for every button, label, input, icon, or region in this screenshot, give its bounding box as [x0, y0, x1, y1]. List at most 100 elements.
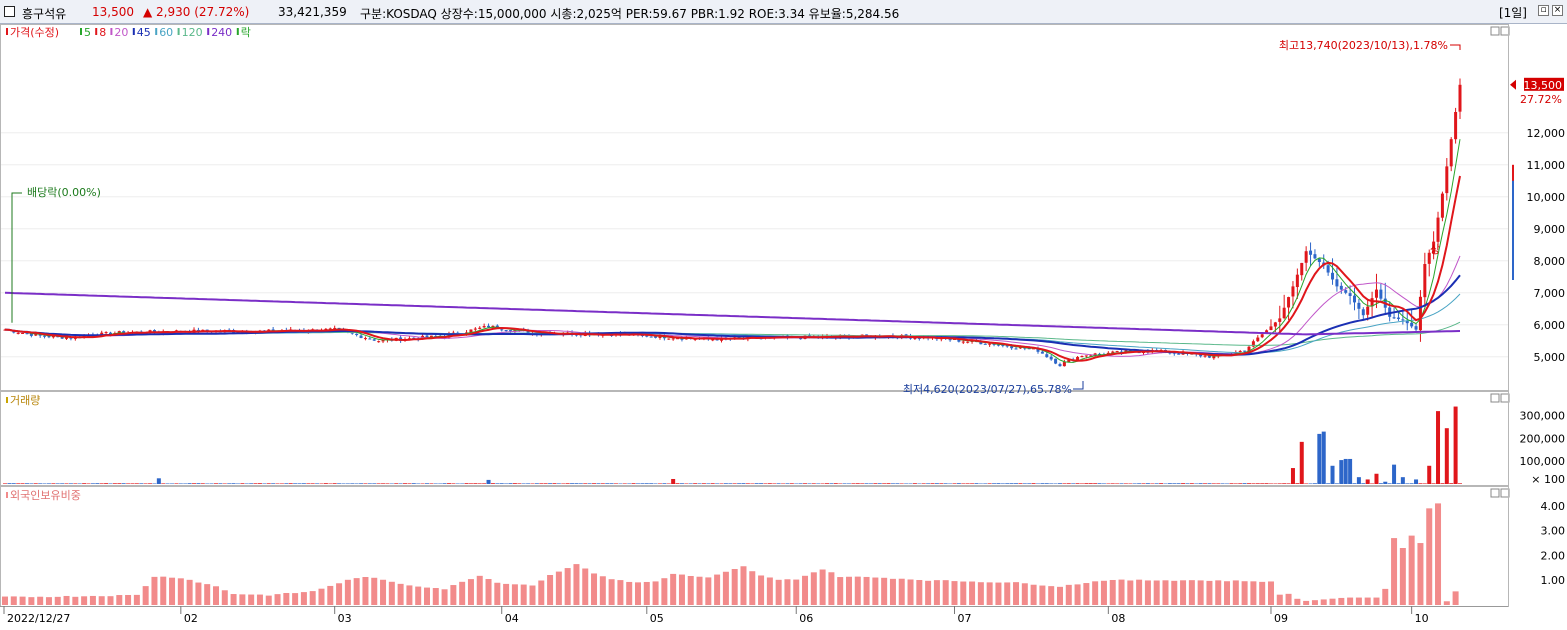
- volume-bar: [1383, 481, 1388, 484]
- candle-body: [333, 327, 337, 329]
- volume-bar: [213, 483, 218, 484]
- foreign-bar: [221, 590, 228, 605]
- volume-bar: [1229, 483, 1234, 484]
- low-annotation: 최저4,620(2023/07/27),65.78%: [903, 383, 1072, 396]
- candle-body: [948, 339, 952, 341]
- candle-body: [1445, 166, 1449, 194]
- foreign-bar: [1197, 580, 1204, 605]
- volume-bar: [1014, 483, 1019, 484]
- candle-body: [509, 330, 513, 332]
- ma8-line: [4, 175, 1461, 362]
- volume-bar: [675, 483, 680, 484]
- volume-bar: [583, 483, 588, 484]
- volume-bar: [1110, 483, 1115, 484]
- volume-bar: [1066, 483, 1071, 484]
- volume-bar: [723, 483, 728, 484]
- volume-bar: [965, 483, 970, 484]
- foreign-bar: [450, 585, 457, 605]
- candle-body: [504, 330, 508, 332]
- legend-label-3: 20: [114, 26, 128, 39]
- candle-body: [122, 331, 126, 334]
- foreign-bar: [617, 580, 624, 605]
- foreign-bar: [749, 571, 756, 605]
- volume-bar: [24, 483, 29, 484]
- candle-body: [51, 335, 55, 338]
- candle-body: [737, 336, 741, 339]
- volume-bar: [77, 483, 82, 484]
- volume-bar: [464, 483, 469, 484]
- volume-bar: [82, 483, 87, 484]
- volume-bar: [543, 483, 548, 484]
- candle-body: [979, 341, 983, 345]
- legend-swatch: [236, 28, 239, 35]
- foreign-bar: [1215, 580, 1222, 605]
- legend-label-5: 60: [159, 26, 173, 39]
- volume-bar: [763, 483, 768, 484]
- foreign-bar: [678, 574, 685, 605]
- period-selector[interactable]: [1일]: [1498, 6, 1527, 20]
- candle-body: [865, 334, 869, 336]
- volume-bar: [596, 483, 601, 484]
- price-change: ▲ 2,930 (27.72%): [143, 5, 250, 19]
- candle-body: [43, 335, 47, 337]
- candle-body: [1238, 351, 1242, 353]
- price-tick-label: 12,000: [1527, 127, 1566, 140]
- close-icon[interactable]: ×: [1552, 5, 1563, 16]
- candle-body: [1014, 348, 1018, 350]
- foreign-bar: [863, 576, 870, 605]
- volume-bar: [1444, 428, 1449, 484]
- foreign-legend-label: 외국인보유비중: [10, 489, 81, 502]
- volume-bar: [1137, 483, 1142, 484]
- volume-bar: [741, 483, 746, 484]
- candle-body: [1247, 346, 1251, 352]
- x-tick-label: 05: [650, 612, 664, 625]
- foreign-bar: [1303, 600, 1310, 605]
- x-tick-label: 10: [1415, 612, 1429, 625]
- volume-bar: [745, 483, 750, 484]
- candle-body: [1304, 251, 1308, 263]
- ma240-line: [4, 291, 1461, 336]
- volume-bar: [288, 483, 293, 484]
- foreign-bar: [1443, 601, 1450, 605]
- foreign-tick-label: 4.00: [1541, 500, 1566, 513]
- foreign-bar: [802, 575, 809, 605]
- select-checkbox[interactable]: [4, 6, 15, 17]
- volume-bar: [284, 483, 289, 484]
- candle-body: [1401, 319, 1405, 321]
- foreign-bar: [969, 581, 976, 605]
- current-change-label: 27.72%: [1520, 93, 1562, 106]
- candle-body: [1392, 317, 1396, 319]
- foreign-bar: [758, 575, 765, 605]
- volume-bar: [622, 483, 627, 484]
- candle-body: [1326, 265, 1330, 273]
- foreign-bar: [670, 573, 677, 605]
- volume-bar: [271, 483, 276, 484]
- volume-bar: [785, 483, 790, 484]
- volume-bar: [934, 483, 939, 484]
- foreign-bar: [1153, 580, 1160, 605]
- volume-bar: [737, 483, 742, 484]
- restore-icon[interactable]: ▫: [1538, 5, 1549, 16]
- volume-bar: [1356, 477, 1361, 484]
- candle-body: [1265, 330, 1269, 334]
- volume-bar: [411, 483, 416, 484]
- foreign-bar: [925, 580, 932, 605]
- candle-body: [574, 334, 578, 336]
- candle-body: [21, 332, 25, 334]
- volume-bar: [1317, 433, 1322, 484]
- volume-bar: [1264, 483, 1269, 484]
- volume-bar: [1181, 483, 1186, 484]
- foreign-bar: [1267, 581, 1274, 605]
- candle-body: [1374, 289, 1378, 298]
- high-annotation: 최고13,740(2023/10/13),1.78%: [1279, 39, 1448, 52]
- x-tick-label: 09: [1274, 612, 1288, 625]
- volume-bar: [33, 483, 38, 484]
- volume-bar: [148, 483, 153, 484]
- foreign-bar: [397, 583, 404, 605]
- foreign-bar: [564, 568, 571, 605]
- volume-bar: [851, 483, 856, 484]
- foreign-bar: [1092, 581, 1099, 605]
- foreign-bar: [476, 575, 483, 605]
- volume-bar: [842, 483, 847, 484]
- volume-bar: [798, 483, 803, 484]
